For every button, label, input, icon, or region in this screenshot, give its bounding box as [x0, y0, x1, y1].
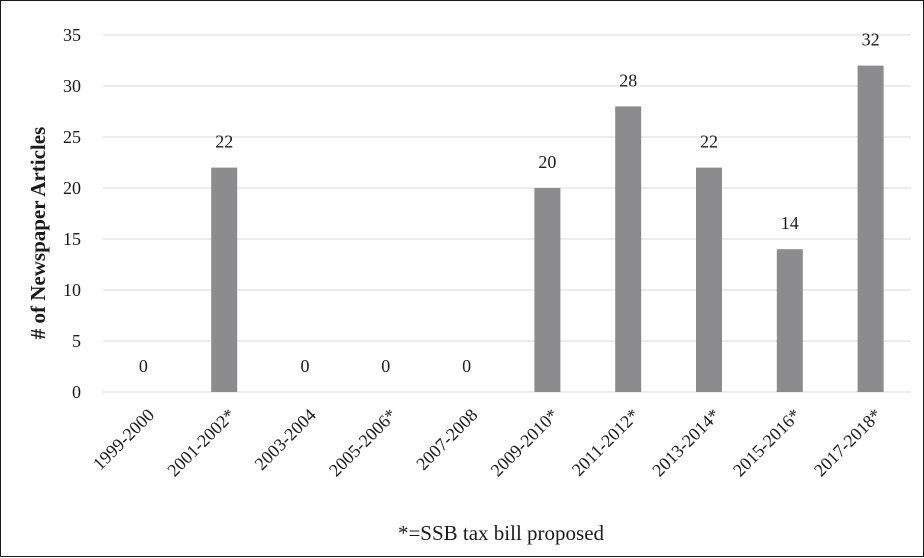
x-tick-label: 2003-2004 — [251, 405, 320, 474]
bar — [857, 65, 884, 392]
x-axis-ticks: 1999-2000 2001-2002* 2003-2004 2005-2006* 20… — [89, 405, 885, 481]
data-label: 0 — [301, 356, 310, 376]
data-labels: 0 22 0 0 0 20 28 22 14 32 — [139, 30, 880, 376]
y-tick-label: 15 — [63, 229, 81, 249]
x-tick-label: 2017-2018* — [810, 405, 886, 481]
bar — [696, 167, 722, 392]
x-tick-label: 2001-2002* — [163, 405, 239, 481]
y-tick-label: 5 — [72, 331, 81, 351]
data-label: 0 — [139, 356, 148, 376]
bar — [776, 249, 803, 392]
y-tick-label: 35 — [63, 25, 81, 45]
data-label: 22 — [215, 132, 233, 152]
data-label: 20 — [538, 152, 556, 172]
x-tick-label: 2015-2016* — [729, 405, 805, 481]
data-label: 28 — [619, 70, 637, 90]
bar — [211, 167, 238, 392]
bar — [615, 106, 642, 393]
y-axis-ticks: 0 5 10 15 20 25 30 35 — [63, 25, 81, 402]
data-label: 0 — [462, 356, 471, 376]
y-tick-label: 20 — [63, 178, 81, 198]
x-tick-label: 2013-2014* — [648, 405, 724, 481]
x-tick-label: 1999-2000 — [89, 405, 158, 474]
y-tick-label: 10 — [63, 280, 81, 300]
x-axis-label: *=SSB tax bill proposed — [398, 521, 605, 545]
data-label: 22 — [700, 132, 718, 152]
bar — [534, 188, 561, 392]
x-tick-label: 2005-2006* — [325, 405, 401, 481]
y-tick-label: 0 — [72, 382, 81, 402]
data-label: 14 — [781, 213, 799, 233]
data-label: 32 — [862, 30, 880, 50]
x-tick-label: 2007-2008 — [412, 405, 481, 474]
data-label: 0 — [381, 356, 390, 376]
y-tick-label: 25 — [63, 127, 81, 147]
bars — [211, 65, 884, 393]
y-tick-label: 30 — [63, 76, 81, 96]
y-axis-label: # of Newspaper Articles — [26, 127, 50, 340]
x-tick-label: 2011-2012* — [568, 405, 643, 480]
gridlines — [103, 34, 911, 393]
x-tick-label: 2009-2010* — [487, 405, 563, 481]
